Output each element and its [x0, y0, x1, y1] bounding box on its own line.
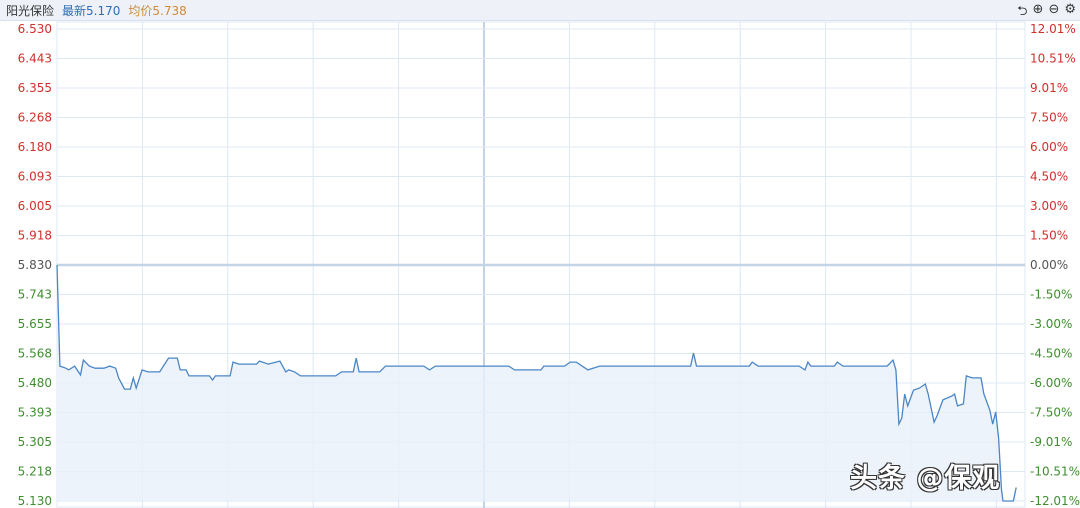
y-tick-label-right: 10.51% — [1030, 52, 1076, 66]
y-tick-label-left: 5.130 — [18, 494, 52, 508]
y-tick-label-right: -1.50% — [1030, 288, 1072, 302]
y-tick-label-left: 6.180 — [18, 140, 52, 154]
stock-name: 阳光保险 — [6, 3, 55, 18]
y-tick-label-right: -4.50% — [1030, 347, 1072, 361]
y-tick-label-left: 5.743 — [18, 288, 52, 302]
y-tick-label-right: -9.01% — [1030, 435, 1072, 449]
y-tick-label-right: -3.00% — [1030, 317, 1072, 331]
y-tick-label-right: -6.00% — [1030, 376, 1072, 390]
y-tick-label-right: 12.01% — [1030, 22, 1076, 36]
y-tick-label-left: 5.480 — [18, 376, 52, 390]
y-tick-label-left: 6.268 — [18, 111, 52, 125]
zoom-out-icon[interactable]: ⊖ — [1048, 2, 1060, 17]
y-tick-label-right: 9.01% — [1030, 81, 1068, 95]
watermark: 头条 @保观 — [850, 463, 1001, 494]
y-tick-label-right: 4.50% — [1030, 170, 1068, 184]
gear-icon[interactable]: ⚙ — [1064, 2, 1076, 17]
y-tick-label-right: 1.50% — [1030, 229, 1068, 243]
y-tick-label-right: 6.00% — [1030, 140, 1068, 154]
price-area-fill — [57, 265, 1017, 501]
y-tick-label-left: 5.655 — [18, 317, 52, 331]
average-price: 均价5.738 — [128, 3, 187, 18]
y-tick-label-left: 6.005 — [18, 199, 52, 213]
undo-icon[interactable]: ⮌ — [1017, 4, 1028, 19]
chart-toolbar: ⮌ ⊕ ⊖ ⚙ — [1017, 2, 1076, 24]
y-tick-label-left: 5.918 — [18, 229, 52, 243]
y-tick-label-right: -10.51% — [1030, 465, 1080, 479]
y-tick-label-right: -12.01% — [1030, 494, 1080, 508]
y-tick-label-left: 6.355 — [18, 81, 52, 95]
zoom-in-icon[interactable]: ⊕ — [1032, 2, 1044, 17]
y-tick-label-left: 6.443 — [18, 52, 52, 66]
y-tick-label-left: 5.830 — [18, 258, 52, 272]
y-tick-label-right: 7.50% — [1030, 111, 1068, 125]
y-tick-label-left: 5.568 — [18, 347, 52, 361]
y-tick-label-right: 0.00% — [1030, 258, 1068, 272]
price-line — [56, 264, 1017, 502]
y-tick-label-right: 3.00% — [1030, 199, 1068, 213]
chart-header: 阳光保险 最新5.170 均价5.738 ⮌ ⊕ ⊖ ⚙ — [0, 0, 1080, 21]
y-tick-label-left: 5.218 — [18, 465, 52, 479]
y-tick-label-left: 6.093 — [18, 170, 52, 184]
y-tick-label-right: -7.50% — [1030, 406, 1072, 420]
y-tick-label-left: 6.530 — [18, 22, 52, 36]
y-tick-label-left: 5.393 — [18, 406, 52, 420]
y-tick-label-left: 5.305 — [18, 435, 52, 449]
latest-price: 最新5.170 — [62, 3, 121, 18]
